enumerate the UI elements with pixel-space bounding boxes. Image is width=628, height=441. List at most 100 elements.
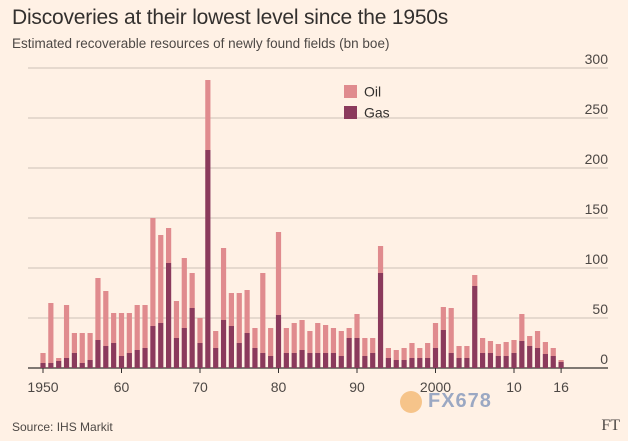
bar-oil xyxy=(291,323,297,353)
bar-gas xyxy=(558,362,564,368)
bar-gas xyxy=(56,361,62,368)
bar-oil xyxy=(252,328,258,348)
bar-gas xyxy=(283,353,289,368)
bar-gas xyxy=(550,356,556,368)
bar-oil xyxy=(228,293,234,326)
y-tick-label: 150 xyxy=(585,201,609,217)
bar-gas xyxy=(487,353,494,368)
bar-oil xyxy=(79,333,85,363)
bar-oil xyxy=(495,344,501,356)
bar-gas xyxy=(511,353,517,368)
bar-oil xyxy=(354,314,360,338)
bar-gas xyxy=(134,350,140,368)
bar-gas xyxy=(299,350,305,368)
bar-gas xyxy=(417,358,423,368)
bar-oil xyxy=(558,360,564,362)
bar-gas xyxy=(315,353,321,368)
bar-gas xyxy=(393,360,399,368)
bar-gas xyxy=(519,341,525,368)
bar-oil xyxy=(181,258,187,328)
bar-gas xyxy=(527,346,533,368)
bar-oil xyxy=(142,305,148,348)
bar-gas xyxy=(158,323,164,368)
bar-oil xyxy=(103,291,109,346)
bar-oil xyxy=(425,343,431,358)
bar-gas xyxy=(236,343,242,368)
bar-gas xyxy=(275,315,282,368)
y-tick-label: 0 xyxy=(600,351,608,367)
bar-oil xyxy=(346,328,352,338)
bar-gas xyxy=(440,330,446,368)
bar-oil xyxy=(48,303,54,363)
bar-gas xyxy=(71,353,77,368)
bar-gas xyxy=(464,358,470,368)
bar-gas xyxy=(260,353,266,368)
bar-gas xyxy=(377,273,384,368)
bar-oil xyxy=(338,331,344,356)
bar-oil xyxy=(220,248,227,320)
bar-gas xyxy=(495,356,501,368)
bars xyxy=(40,80,564,368)
bar-gas xyxy=(213,348,219,368)
bar-gas xyxy=(456,358,462,368)
bar-oil xyxy=(464,346,470,358)
bar-oil xyxy=(118,313,125,356)
bar-gas xyxy=(480,353,486,368)
bar-gas xyxy=(95,340,101,368)
bar-oil xyxy=(197,318,203,343)
bar-oil xyxy=(417,348,423,358)
bar-oil xyxy=(111,313,117,343)
x-tick-labels: 1950 60 70 80 90 2000 10 16 xyxy=(27,368,569,395)
bar-gas xyxy=(142,348,148,368)
x-tick-label: 80 xyxy=(271,379,287,395)
bar-oil xyxy=(330,328,337,353)
bar-gas xyxy=(111,343,117,368)
bar-oil xyxy=(323,325,329,353)
bar-oil xyxy=(401,348,407,360)
bar-gas xyxy=(370,353,376,368)
bar-oil xyxy=(315,323,321,353)
bar-gas xyxy=(338,356,344,368)
bar-gas xyxy=(220,320,227,368)
bar-oil xyxy=(150,218,156,326)
bar-oil xyxy=(472,275,478,286)
bar-gas xyxy=(150,326,156,368)
bar-gas xyxy=(323,353,329,368)
bar-oil xyxy=(393,350,399,360)
watermark-text: FX678 xyxy=(428,390,492,412)
ft-logo: FT xyxy=(601,417,620,434)
bar-oil xyxy=(519,314,525,341)
bar-oil xyxy=(56,358,62,361)
bar-oil xyxy=(362,338,368,356)
y-tick-labels: 0 50 100 150 200 250 300 xyxy=(585,51,609,367)
bar-oil xyxy=(307,331,313,353)
bar-gas xyxy=(252,348,258,368)
bar-oil xyxy=(213,331,219,348)
bar-oil xyxy=(299,320,305,350)
bar-oil xyxy=(283,328,289,353)
x-tick-label: 70 xyxy=(192,379,208,395)
bar-gas xyxy=(205,150,211,368)
bar-gas xyxy=(432,348,439,368)
bar-oil xyxy=(511,340,517,353)
bar-oil xyxy=(480,338,486,353)
bar-gas xyxy=(448,353,454,368)
bar-gas xyxy=(346,338,352,368)
bar-oil xyxy=(166,228,172,263)
bar-gas xyxy=(48,363,54,368)
bar-gas xyxy=(472,286,478,368)
bar-gas xyxy=(79,363,85,368)
bar-gas xyxy=(173,338,180,368)
bar-oil xyxy=(409,343,415,358)
bar-gas xyxy=(166,263,172,368)
bar-gas xyxy=(87,360,93,368)
bar-gas xyxy=(103,346,109,368)
bar-gas xyxy=(63,358,70,368)
x-tick-label: 60 xyxy=(114,379,130,395)
chart-subtitle: Estimated recoverable resources of newly… xyxy=(12,36,390,51)
bar-oil xyxy=(173,301,180,338)
legend-swatch-gas xyxy=(344,106,357,119)
x-tick-label: 1950 xyxy=(27,379,58,395)
bar-oil xyxy=(275,232,282,315)
